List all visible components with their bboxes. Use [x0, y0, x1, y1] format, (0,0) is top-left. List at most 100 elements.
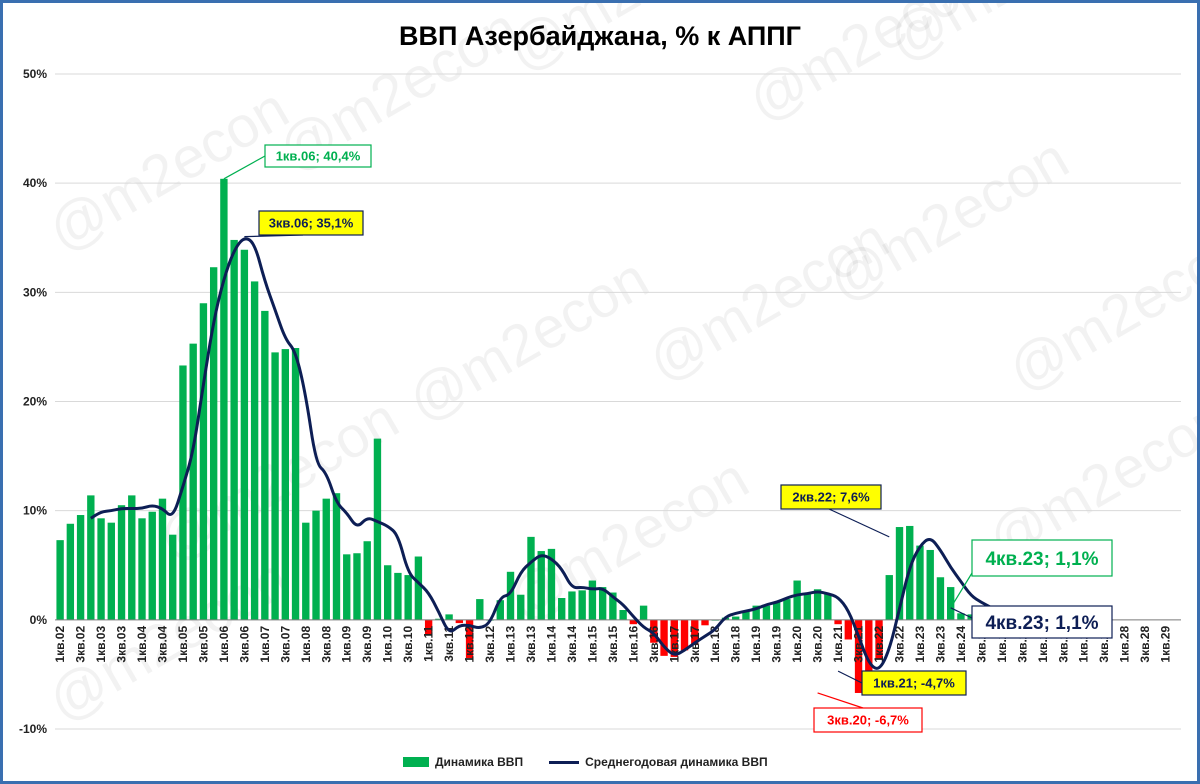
watermark-text: @m2econ	[497, 445, 759, 634]
watermark-text: @m2econ	[997, 215, 1197, 404]
x-tick-label: 1кв.09	[340, 626, 354, 663]
bar	[875, 619, 883, 660]
x-tick-label: 1кв.17	[667, 626, 681, 663]
callout-box	[264, 144, 372, 168]
bar	[895, 527, 904, 620]
callout-leader	[950, 572, 973, 609]
x-tick-label: 3кв.02	[74, 626, 88, 663]
bar	[87, 495, 95, 620]
x-tick-label: 1кв.29	[1159, 626, 1173, 663]
callout-leader	[828, 508, 890, 538]
bar	[66, 523, 75, 620]
callout-box	[780, 484, 882, 510]
bar	[813, 589, 822, 620]
callout-leader	[837, 670, 863, 684]
bar	[465, 619, 474, 659]
x-tick-label: 1кв.07	[258, 626, 272, 663]
y-tick-label: 40%	[23, 176, 47, 190]
bar	[957, 613, 965, 620]
x-tick-label: 1кв.02	[53, 626, 67, 663]
x-tick-label: 3кв.05	[196, 626, 210, 663]
bar	[537, 551, 545, 620]
bar	[189, 343, 197, 620]
data-label: 4кв.23; 1,1%	[985, 549, 1098, 570]
bar	[56, 540, 64, 620]
bar	[455, 619, 464, 624]
bar	[772, 602, 781, 620]
bar	[527, 536, 535, 620]
x-tick-label: 1кв.03	[94, 626, 108, 663]
bar	[414, 556, 423, 620]
bar	[312, 510, 320, 620]
x-tick-label: 3кв.12	[483, 626, 497, 663]
bar	[445, 614, 453, 620]
x-tick-label: 3кв.08	[319, 626, 333, 663]
bar	[609, 592, 617, 620]
x-tick-label: 1кв.06	[217, 626, 231, 663]
bar	[209, 267, 218, 620]
x-tick-label: 1кв.24	[954, 626, 968, 663]
bar	[271, 352, 279, 620]
x-tick-label: 3кв.04	[155, 626, 169, 663]
x-tick-label: 1кв.23	[913, 626, 927, 663]
bar	[394, 572, 402, 620]
data-label: 1кв.21; -4,7%	[873, 676, 955, 691]
x-tick-label: 3кв.16	[647, 626, 661, 663]
callout-box	[813, 707, 923, 733]
legend-item-line: Среднегодовая динамика ВВП	[549, 755, 768, 769]
data-label: 1кв.06; 40,4%	[276, 149, 361, 164]
bar	[885, 575, 893, 620]
bar	[824, 593, 832, 620]
bar	[803, 593, 812, 620]
x-tick-label: 3кв.11	[442, 626, 456, 662]
bar	[547, 548, 556, 620]
x-tick-label: 1кв.20	[790, 626, 804, 663]
bar	[732, 616, 740, 620]
callout-leader	[950, 607, 973, 619]
x-tick-label: 3кв.22	[893, 626, 907, 663]
callout-box	[861, 670, 967, 696]
bar	[435, 618, 443, 620]
line-series-avg-gdp	[90, 237, 993, 670]
legend-label-bars: Динамика ВВП	[435, 755, 524, 769]
x-tick-label: 3кв.14	[565, 626, 579, 663]
callout-leader	[817, 692, 864, 709]
legend-item-bars: Динамика ВВП	[403, 755, 523, 769]
bar	[138, 518, 146, 620]
bar	[588, 580, 597, 620]
callout-leader	[223, 155, 266, 180]
bar	[680, 619, 689, 651]
bar	[373, 438, 382, 620]
chart-legend: Динамика ВВП Среднегодовая динамика ВВП	[403, 751, 768, 773]
x-tick-label: 3кв.09	[360, 626, 374, 663]
bar	[97, 518, 105, 620]
x-tick-label: 1кв.18	[708, 626, 722, 663]
x-tick-label: 3кв.06	[237, 626, 251, 663]
bar	[578, 590, 586, 620]
bar	[424, 619, 433, 635]
y-tick-label: 20%	[23, 395, 47, 409]
bar	[783, 599, 791, 620]
bar	[128, 495, 136, 620]
bar	[629, 619, 638, 625]
bar	[639, 605, 648, 620]
x-tick-label: 3кв.15	[606, 626, 620, 663]
x-tick-label: 1кв.12	[463, 626, 477, 663]
bar	[701, 619, 709, 626]
x-tick-label: 1кв.28	[1118, 626, 1132, 663]
bar	[220, 178, 228, 620]
chart-plot: @m2econ@m2econ @m2econ@m2econ@m2econ@m2ec…	[19, 3, 1197, 736]
bar	[793, 580, 801, 620]
bar	[169, 534, 177, 620]
bar	[865, 619, 873, 689]
bar	[926, 549, 934, 620]
bar	[179, 365, 187, 620]
bar	[558, 598, 566, 620]
bar	[383, 565, 392, 620]
x-tick-label: 3кв.21	[852, 626, 866, 663]
bar	[291, 348, 300, 620]
chart-title: ВВП Азербайджана, % к АППГ	[398, 21, 801, 51]
data-label: 4кв.23; 1,1%	[985, 613, 1098, 634]
watermark-text: @m2econ	[497, 3, 759, 84]
